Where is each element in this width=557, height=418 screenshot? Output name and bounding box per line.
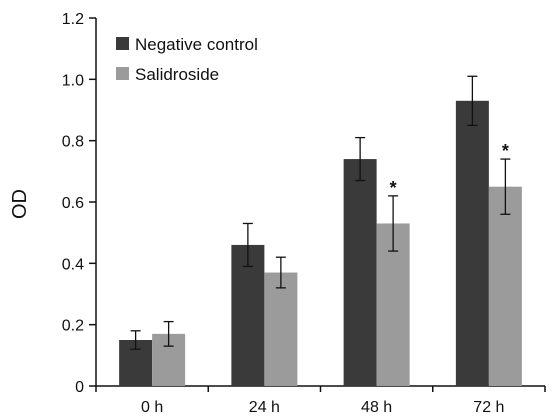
x-tick-label: 48 h <box>361 399 392 416</box>
bar <box>488 186 522 386</box>
x-tick-label: 72 h <box>473 399 504 416</box>
y-tick-label: 0.4 <box>62 256 84 273</box>
y-axis: 0 0.2 0.4 0.6 0.8 1.0 1.2 <box>62 11 97 396</box>
legend: Negative control Salidroside <box>116 35 258 84</box>
legend-label: Salidroside <box>135 65 219 84</box>
significance-marker: * <box>502 141 509 161</box>
bar <box>264 272 298 386</box>
y-tick-label: 1.2 <box>62 11 84 28</box>
legend-swatch <box>116 37 129 50</box>
significance-marker: * <box>390 178 397 198</box>
y-tick-label: 0.2 <box>62 318 84 335</box>
x-axis: 0 h 24 h 48 h 72 h <box>95 385 546 416</box>
y-tick-label: 0.8 <box>62 134 84 151</box>
legend-swatch <box>116 67 129 80</box>
y-axis-title: OD <box>9 189 31 219</box>
bars: ** <box>119 75 522 387</box>
y-tick-label: 1.0 <box>62 72 84 89</box>
bar <box>343 159 377 386</box>
x-tick-label: 24 h <box>249 399 280 416</box>
bar <box>455 100 489 387</box>
bar <box>231 244 265 386</box>
y-tick-label: 0.6 <box>62 195 84 212</box>
x-tick-label: 0 h <box>141 399 163 416</box>
legend-label: Negative control <box>135 35 258 54</box>
y-tick-label: 0 <box>75 379 84 396</box>
